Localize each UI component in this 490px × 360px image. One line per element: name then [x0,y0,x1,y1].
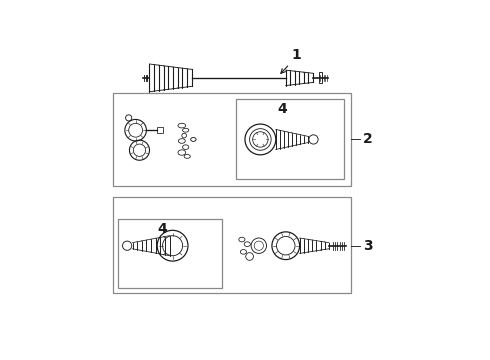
Text: 4: 4 [157,222,167,236]
Bar [118,219,222,288]
Text: 1: 1 [291,49,301,62]
Bar [236,99,343,180]
Bar [157,127,163,133]
Text: 3: 3 [363,239,372,253]
Bar [113,93,351,186]
Bar [319,72,322,83]
Text: 4: 4 [277,102,287,116]
Bar [113,197,351,293]
Text: 2: 2 [363,132,372,147]
